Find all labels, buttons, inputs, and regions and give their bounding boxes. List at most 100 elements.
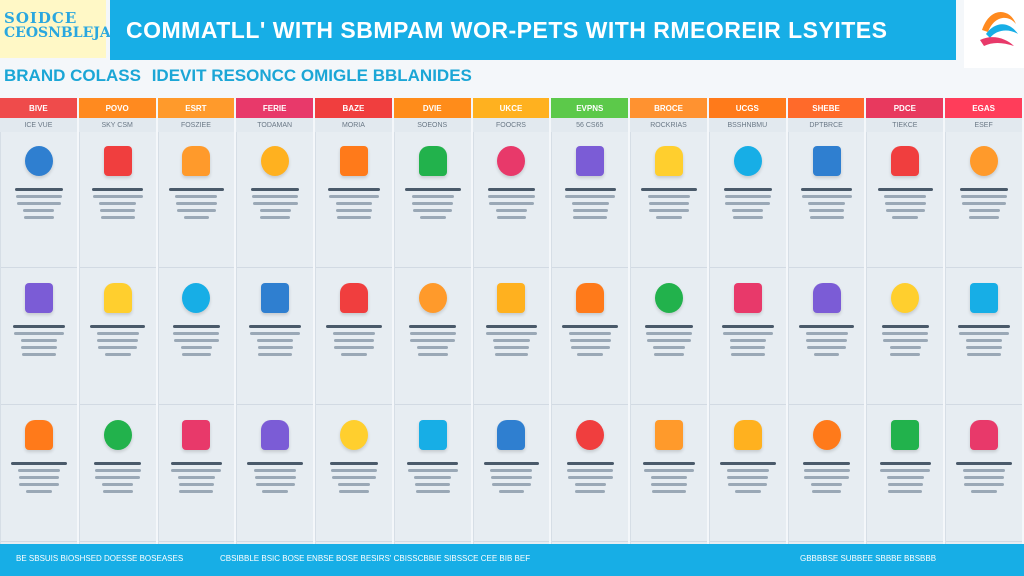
product-text-lines bbox=[635, 184, 703, 223]
text-line-placeholder bbox=[965, 339, 1003, 342]
text-line-placeholder bbox=[419, 216, 446, 219]
text-line-placeholder bbox=[175, 195, 218, 198]
column-header: BAZE bbox=[315, 98, 392, 118]
product-cell bbox=[158, 269, 235, 405]
product-text-lines bbox=[320, 184, 388, 223]
text-line-placeholder bbox=[98, 346, 138, 349]
product-text-lines bbox=[556, 458, 624, 497]
text-line-placeholder bbox=[885, 202, 926, 205]
text-line-placeholder bbox=[496, 216, 527, 219]
text-line-placeholder bbox=[413, 209, 453, 212]
text-line-placeholder bbox=[13, 325, 65, 328]
product-icon bbox=[576, 420, 605, 450]
text-line-placeholder bbox=[15, 195, 62, 198]
text-line-placeholder bbox=[407, 469, 458, 472]
text-line-placeholder bbox=[732, 209, 764, 212]
product-icon bbox=[497, 146, 526, 176]
product-cell bbox=[316, 406, 392, 542]
text-line-placeholder bbox=[173, 332, 220, 335]
text-line-placeholder bbox=[254, 469, 297, 472]
text-line-placeholder bbox=[641, 188, 697, 191]
product-icon bbox=[339, 420, 368, 450]
product-cell bbox=[631, 406, 707, 542]
text-line-placeholder bbox=[262, 490, 289, 493]
text-line-placeholder bbox=[809, 216, 844, 219]
text-line-placeholder bbox=[491, 483, 532, 486]
product-icon bbox=[655, 146, 684, 176]
column-cells bbox=[551, 132, 629, 544]
text-line-placeholder bbox=[409, 325, 457, 328]
product-cell bbox=[237, 406, 314, 542]
text-line-placeholder bbox=[258, 353, 293, 356]
text-line-placeholder bbox=[887, 476, 924, 479]
column-header: EVPNS bbox=[551, 98, 629, 118]
product-icon bbox=[497, 283, 526, 313]
text-line-placeholder bbox=[102, 490, 133, 493]
product-cell bbox=[631, 269, 707, 405]
text-line-placeholder bbox=[485, 325, 538, 328]
product-cell bbox=[1, 132, 77, 268]
text-line-placeholder bbox=[565, 195, 616, 198]
product-icon bbox=[812, 283, 841, 313]
text-line-placeholder bbox=[575, 490, 606, 493]
product-icon bbox=[970, 420, 999, 450]
text-line-placeholder bbox=[643, 469, 695, 472]
product-icon bbox=[261, 146, 290, 176]
product-cell bbox=[552, 132, 629, 268]
product-cell bbox=[473, 269, 550, 405]
product-icon bbox=[418, 420, 447, 450]
brand-logo: SOIDCE CEOSNBLEJA bbox=[0, 0, 111, 58]
category-column: EGAS ESEF bbox=[945, 98, 1022, 544]
text-line-placeholder bbox=[887, 483, 923, 486]
text-line-placeholder bbox=[493, 339, 530, 342]
text-line-placeholder bbox=[490, 469, 533, 472]
text-line-placeholder bbox=[813, 353, 840, 356]
text-line-placeholder bbox=[326, 325, 382, 328]
product-text-lines bbox=[714, 458, 782, 497]
subtitle-part-2: IDEVIT RESONCC OMIGLE BBLANIDES bbox=[151, 66, 472, 85]
product-cell bbox=[788, 406, 865, 542]
text-line-placeholder bbox=[331, 476, 377, 479]
product-text-lines bbox=[5, 184, 73, 223]
product-text-lines bbox=[241, 184, 309, 223]
product-icon bbox=[339, 283, 368, 313]
text-line-placeholder bbox=[967, 353, 1002, 356]
product-cell bbox=[788, 269, 865, 405]
text-line-placeholder bbox=[567, 469, 614, 472]
product-text-lines bbox=[84, 321, 152, 360]
product-icon bbox=[733, 146, 762, 176]
text-line-placeholder bbox=[249, 325, 301, 328]
product-icon bbox=[970, 146, 999, 176]
text-line-placeholder bbox=[330, 469, 377, 472]
column-subheader: DPTBRCE bbox=[787, 118, 865, 132]
column-subheader: SKY CSM bbox=[78, 118, 156, 132]
product-icon bbox=[103, 420, 132, 450]
text-line-placeholder bbox=[168, 188, 225, 191]
text-line-placeholder bbox=[648, 202, 690, 205]
text-line-placeholder bbox=[882, 339, 928, 342]
product-grid: BIVE ICE VUE POVO SKY CSM ESRT FOSZIEE FERIE TO… bbox=[0, 98, 1024, 544]
subtitle-part-1: BRAND COLASS bbox=[4, 66, 141, 85]
product-cell bbox=[394, 132, 471, 268]
text-line-placeholder bbox=[963, 469, 1006, 472]
text-line-placeholder bbox=[652, 490, 686, 493]
text-line-placeholder bbox=[410, 339, 456, 342]
product-text-lines bbox=[714, 321, 782, 360]
text-line-placeholder bbox=[811, 490, 842, 493]
product-cell bbox=[709, 406, 786, 542]
text-line-placeholder bbox=[805, 332, 848, 335]
text-line-placeholder bbox=[653, 346, 685, 349]
text-line-placeholder bbox=[13, 332, 64, 335]
product-icon bbox=[261, 420, 290, 450]
product-icon bbox=[418, 283, 447, 313]
text-line-placeholder bbox=[656, 216, 682, 219]
text-line-placeholder bbox=[16, 202, 62, 205]
text-line-placeholder bbox=[651, 483, 687, 486]
product-text-lines bbox=[635, 321, 703, 360]
product-cell bbox=[631, 132, 707, 268]
text-line-placeholder bbox=[806, 346, 847, 349]
text-line-placeholder bbox=[259, 209, 291, 212]
text-line-placeholder bbox=[798, 325, 855, 328]
banner-title: COMMATLL' WITH SBMPAM WOR-PETS WITH RMEO… bbox=[126, 16, 888, 43]
text-line-placeholder bbox=[654, 353, 684, 356]
